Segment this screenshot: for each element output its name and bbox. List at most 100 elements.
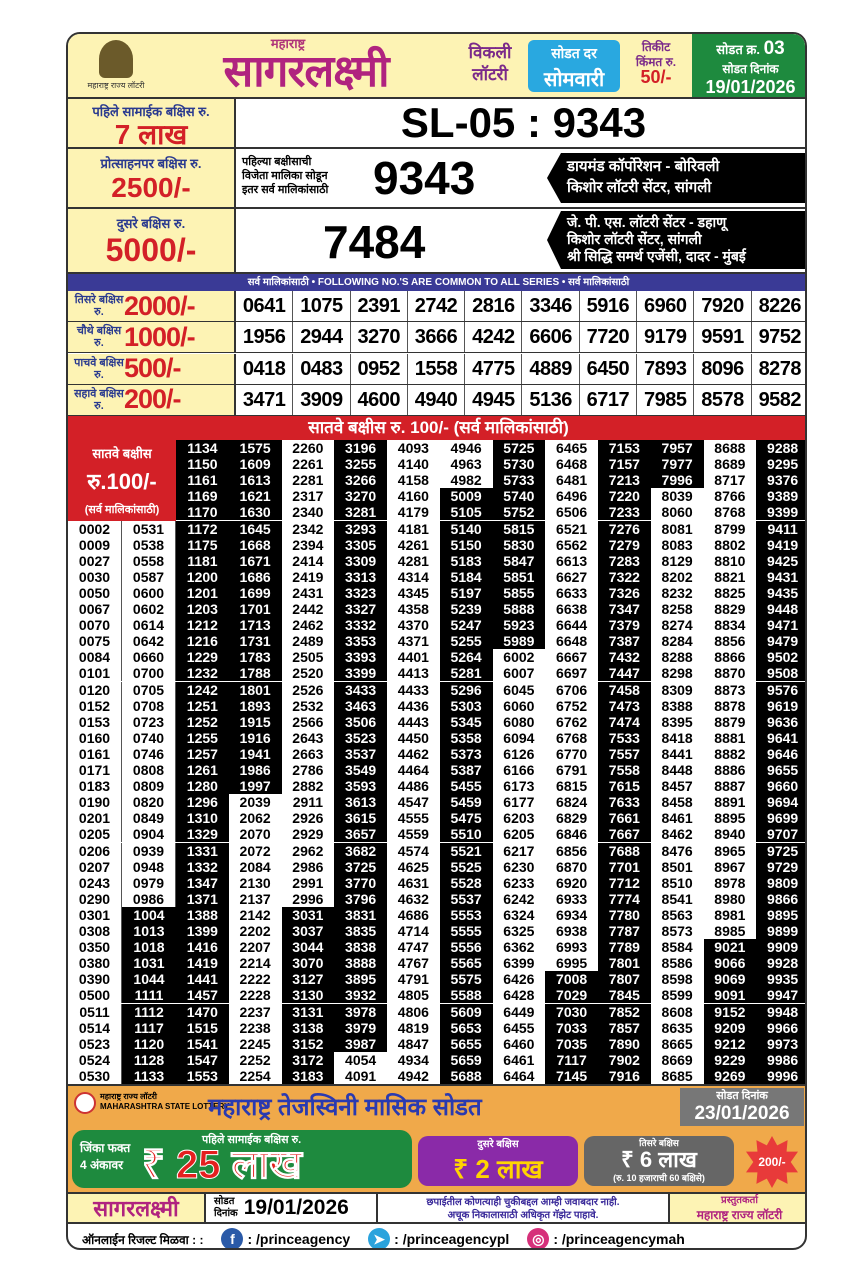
seventh-prize-number: 6325 [492, 923, 546, 940]
seventh-prize-number: 3305 [334, 536, 387, 553]
seventh-prize-number: 1257 [176, 745, 229, 762]
third-promo-label: तिसरे बक्षिस [639, 1138, 679, 1148]
seventh-prize-number: 8395 [650, 713, 704, 730]
seventh-prize-number: 8981 [703, 906, 757, 923]
logo-caption: महाराष्ट्र राज्य लॉटरी [87, 81, 145, 90]
seventh-prize-number: 0084 [68, 649, 122, 666]
seventh-prize-number: 6205 [492, 826, 546, 843]
seventh-prize-number: 9431 [756, 568, 805, 585]
seventh-prize-number: 5140 [439, 520, 493, 537]
seventh-prize-number: 8288 [650, 649, 704, 666]
prize-label-cell: तिसरे बक्षिस रु. 2000/- [68, 291, 236, 321]
seventh-prize-number: 4464 [387, 762, 440, 779]
seventh-prize-number: 9928 [756, 955, 805, 972]
seventh-prize-number: 2566 [281, 713, 335, 730]
seventh-prize-number: 0350 [68, 939, 122, 956]
seventh-prize-number: 0705 [122, 681, 176, 698]
seventh-prize-number: 6706 [545, 681, 598, 698]
seventh-prize-number: 3293 [334, 520, 387, 537]
seventh-prize-number: 7458 [598, 681, 651, 698]
seventh-prize-number: 8418 [650, 729, 704, 746]
prize-number: 4775 [465, 353, 523, 384]
first-prize-label-panel: पहिले सामाईक बक्षिस रु. 7 लाख [68, 99, 236, 150]
seventh-prize-number: 4370 [387, 617, 440, 634]
seventh-prize-number: 1399 [176, 923, 229, 940]
seventh-prize-number: 5247 [439, 617, 493, 634]
seventh-prize-number: 7033 [545, 1019, 598, 1036]
seventh-prize-number: 7029 [545, 987, 598, 1004]
seventh-prize-number: 7220 [598, 488, 651, 505]
seventh-prize-number: 8309 [650, 681, 704, 698]
seventh-prize-number: 9935 [756, 971, 805, 988]
seventh-prize-number: 1216 [176, 633, 229, 650]
seventh-prize-number: 4436 [387, 697, 440, 714]
seventh-prize-number: 0190 [68, 794, 122, 811]
prize-number: 0483 [293, 353, 351, 384]
seventh-prize-number: 6002 [492, 649, 546, 666]
seventh-prize-number: 6933 [545, 890, 598, 907]
prize-number: 5136 [522, 384, 580, 415]
telegram-link[interactable]: : /princeagencypl [394, 1231, 510, 1247]
seventh-prize-number: 8882 [703, 745, 757, 762]
seventh-prize-number: 9209 [703, 1019, 757, 1036]
third-promo-note: (रु. 10 हजाराची 60 बक्षिसे) [613, 1173, 705, 1183]
price-label: किंमत रु. [635, 55, 677, 69]
facebook-icon: f [221, 1228, 244, 1248]
consolation-number: 9343 [373, 152, 476, 204]
seventh-prize-number: 9699 [756, 810, 805, 827]
seventh-prize-number: 9576 [756, 681, 805, 698]
seventh-prize-number: 3138 [281, 1019, 335, 1036]
seventh-prize-number: 2228 [228, 987, 282, 1004]
seventh-prize-number: 9411 [756, 520, 805, 537]
seventh-prize-number: 5105 [439, 504, 493, 521]
first-prize-row: पहिले सामाईक बक्षिस रु. 7 लाख SL-05 : 934… [68, 99, 805, 150]
instagram-link[interactable]: : /princeagencymah [553, 1231, 685, 1247]
seventh-prize-number: 8501 [650, 858, 704, 875]
seventh-prize-number: 7157 [598, 456, 651, 473]
seventh-prize-number: 2462 [281, 617, 335, 634]
seventh-prize-number: 1212 [176, 617, 229, 634]
seventh-prize-number: 4982 [439, 472, 493, 489]
seventh-prize-number: 4345 [387, 584, 440, 601]
seventh-prize-number: 1686 [228, 568, 282, 585]
seventh-prize-number: 1170 [176, 504, 229, 521]
seventh-prize-number: 0808 [122, 762, 176, 779]
seventh-prize-number: 4747 [387, 939, 440, 956]
promo-banner: महाराष्ट्र राज्य लॉटरी MAHARASHTRA STATE … [68, 1084, 805, 1192]
prize-amount: 500/- [124, 353, 182, 383]
facebook-link[interactable]: : /princeagency [247, 1231, 351, 1247]
seventh-prize-number: 1621 [228, 488, 282, 505]
seventh-prize-number: 9066 [703, 955, 757, 972]
seventh-prize-number: 0511 [68, 1003, 122, 1020]
seventh-prize-number: 2202 [228, 923, 282, 940]
instagram-icon: ◎ [527, 1228, 550, 1248]
prize-number: 9179 [637, 322, 695, 353]
seventh-prize-number: 2340 [281, 504, 335, 521]
seventh-prize-number: 6362 [492, 939, 546, 956]
note-line: विजेता मालिका सोडून [242, 170, 328, 182]
seventh-prize-number: 0820 [122, 794, 176, 811]
seventh-prize-number: 6638 [545, 601, 598, 618]
seventh-prize-number: 4631 [387, 874, 440, 891]
seventh-prize-number: 9229 [703, 1051, 757, 1068]
seventh-prize-number: 8870 [703, 665, 757, 682]
seventh-prize-number: 7845 [598, 987, 651, 1004]
seventh-prize-number: 7667 [598, 826, 651, 843]
seventh-prize-number: 1044 [122, 971, 176, 988]
seventh-prize-number: 2442 [281, 601, 335, 618]
seventh-prize-number: 0161 [68, 745, 122, 762]
disclaimer-line: छपाईतील कोणत्याही चुकीबद्दल आम्ही जवाबदा… [426, 1197, 620, 1208]
seventh-prize-number: 8834 [703, 617, 757, 634]
seventh-prize-number: 2786 [281, 762, 335, 779]
seventh-prize-number: 8441 [650, 745, 704, 762]
seventh-prize-number: 5296 [439, 681, 493, 698]
seventh-prize-number: 7701 [598, 858, 651, 875]
seventh-prize-number: 4413 [387, 665, 440, 682]
seventh-prize-number: 2431 [281, 584, 335, 601]
seventh-prize-number: 1788 [228, 665, 282, 682]
seventh-prize-number: 7977 [650, 456, 704, 473]
seventh-prize-number: 5197 [439, 584, 493, 601]
seventh-prize-number: 0600 [122, 584, 176, 601]
seventh-prize-number: 6644 [545, 617, 598, 634]
seventh-prize-number: 1329 [176, 826, 229, 843]
